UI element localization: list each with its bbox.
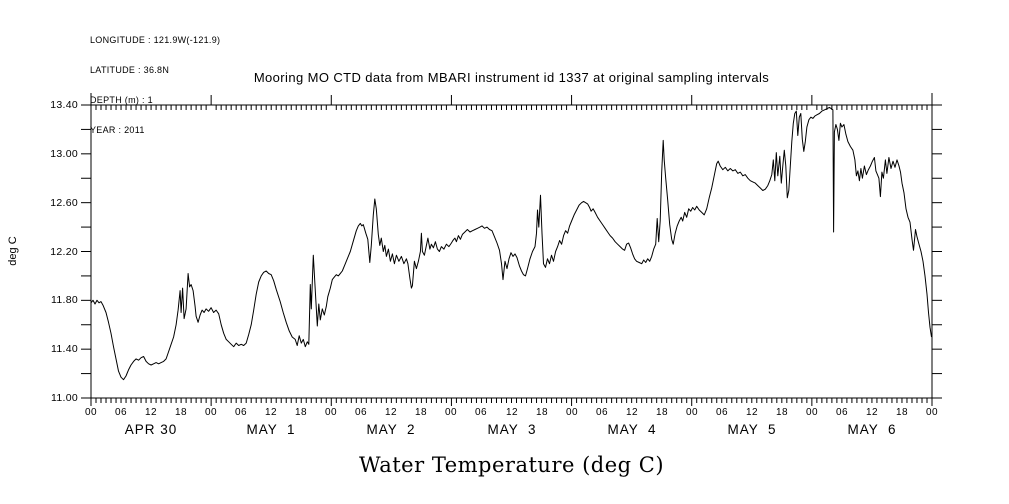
x-hour-tick-label: 00 — [685, 407, 699, 418]
x-day-label: MAY 2 — [366, 422, 416, 437]
x-hour-tick-label: 06 — [595, 407, 609, 418]
y-tick-label: 11.40 — [51, 343, 78, 355]
x-hour-tick-label: 12 — [745, 407, 759, 418]
x-hour-tick-label: 12 — [865, 407, 879, 418]
x-hour-tick-label: 12 — [144, 407, 158, 418]
y-tick-label: 12.60 — [50, 197, 78, 209]
x-hour-tick-label: 06 — [114, 407, 128, 418]
metadata-depth: DEPTH (m) : 1 — [90, 95, 153, 105]
x-hour-tick-label: 06 — [354, 407, 368, 418]
y-tick-label: 13.00 — [50, 148, 78, 160]
x-hour-tick-label: 00 — [84, 407, 98, 418]
x-day-label: MAY 5 — [727, 422, 777, 437]
x-day-label: APR 30 — [124, 422, 178, 437]
x-hour-tick-label: 12 — [505, 407, 519, 418]
x-hour-tick-label: 06 — [715, 407, 729, 418]
x-hour-tick-label: 00 — [925, 407, 939, 418]
x-hour-tick-label: 00 — [565, 407, 579, 418]
station-metadata: LONGITUDE : 121.9W(-121.9) LATITUDE : 36… — [90, 15, 220, 155]
x-hour-tick-label: 12 — [625, 407, 639, 418]
x-hour-tick-label: 00 — [204, 407, 218, 418]
x-hour-tick-label: 18 — [535, 407, 549, 418]
x-hour-tick-label: 18 — [174, 407, 188, 418]
x-hour-tick-label: 00 — [444, 407, 458, 418]
metadata-year: YEAR : 2011 — [90, 125, 145, 135]
x-hour-tick-label: 18 — [775, 407, 789, 418]
x-hour-tick-label: 00 — [805, 407, 819, 418]
x-hour-tick-label: 06 — [234, 407, 248, 418]
y-axis-label: deg C — [7, 236, 19, 266]
x-hour-tick-label: 12 — [384, 407, 398, 418]
x-hour-tick-label: 18 — [414, 407, 428, 418]
x-hour-tick-label: 06 — [835, 407, 849, 418]
plot-title: Mooring MO CTD data from MBARI instrumen… — [253, 70, 770, 85]
y-tick-label: 12.20 — [50, 246, 78, 258]
x-hour-tick-label: 12 — [264, 407, 278, 418]
y-tick-label: 13.40 — [50, 99, 78, 111]
metadata-latitude: LATITUDE : 36.8N — [90, 65, 170, 75]
x-hour-tick-label: 18 — [655, 407, 669, 418]
x-day-label: MAY 3 — [487, 422, 537, 437]
x-day-label: MAY 1 — [246, 422, 296, 437]
x-axis-caption: Water Temperature (deg C) — [358, 453, 665, 477]
x-hour-tick-label: 18 — [895, 407, 909, 418]
x-hour-tick-label: 06 — [474, 407, 488, 418]
metadata-longitude: LONGITUDE : 121.9W(-121.9) — [90, 35, 221, 45]
x-hour-tick-label: 18 — [294, 407, 308, 418]
temperature-series-line — [90, 106, 932, 381]
x-day-label: MAY 4 — [607, 422, 657, 437]
x-day-label: MAY 6 — [847, 422, 897, 437]
x-hour-tick-label: 00 — [324, 407, 338, 418]
y-tick-label: 11.80 — [51, 294, 78, 306]
y-tick-label: 11.00 — [51, 392, 78, 404]
